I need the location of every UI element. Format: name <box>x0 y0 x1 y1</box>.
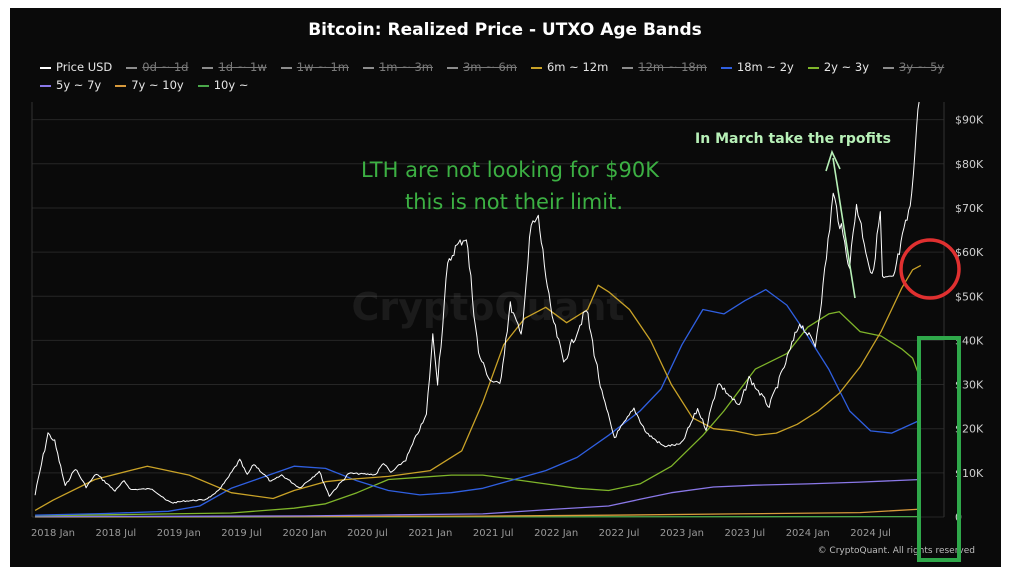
y-tick-label: $50K <box>955 290 984 303</box>
x-tick-label: 2020 Jul <box>347 528 388 539</box>
x-tick-label: 2024 Jan <box>786 528 830 539</box>
legend-item[interactable]: 1d ~ 1w <box>202 60 267 74</box>
legend-swatch <box>202 66 214 69</box>
legend-item[interactable]: 12m ~ 18m <box>622 60 707 74</box>
x-tick-label: 2019 Jan <box>157 528 201 539</box>
copyright: © CryptoQuant. All rights reserved <box>818 546 975 556</box>
y-tick-label: $30K <box>955 379 984 392</box>
y-tick-label: $20K <box>955 423 984 436</box>
annotation-text: this is not their limit. <box>405 190 623 214</box>
x-tick-label: 2019 Jul <box>221 528 262 539</box>
legend-item[interactable]: 7y ~ 10y <box>115 78 184 92</box>
legend-label: 10y ~ <box>213 78 249 92</box>
legend-item[interactable]: 0d ~ 1d <box>126 60 188 74</box>
legend-swatch <box>622 66 634 69</box>
legend-label: 1d ~ 1w <box>218 60 267 74</box>
x-tick-label: 2020 Jan <box>283 528 327 539</box>
legend-item[interactable]: 3y ~ 5y <box>883 60 944 74</box>
legend-item[interactable]: 5y ~ 7y <box>40 78 101 92</box>
legend-item[interactable]: 1m ~ 3m <box>362 60 433 74</box>
x-tick-label: 2021 Jan <box>408 528 452 539</box>
x-tick-label: 2024 Jul <box>850 528 891 539</box>
legend-label: 7y ~ 10y <box>131 78 184 92</box>
chart-title: Bitcoin: Realized Price - UTXO Age Bands <box>308 20 702 40</box>
legend-swatch <box>807 66 819 69</box>
series-line <box>35 478 921 518</box>
legend-label: 1m ~ 3m <box>378 60 433 74</box>
x-tick-label: 2018 Jul <box>96 528 137 539</box>
x-tick-label: 2023 Jan <box>660 528 704 539</box>
series-line <box>35 311 922 517</box>
legend-label: 5y ~ 7y <box>56 78 102 92</box>
legend-swatch <box>40 66 51 69</box>
legend-swatch <box>126 66 138 69</box>
legend: Price USD 0d ~ 1d 1d ~ 1w 1w ~ 1m 1m ~ 3m 3m … <box>40 58 980 94</box>
series-line <box>34 101 920 504</box>
legend-swatch <box>197 84 209 87</box>
legend-item[interactable]: Price USD <box>40 60 112 74</box>
y-tick-label: $10K <box>955 467 984 480</box>
legend-swatch <box>115 84 127 87</box>
legend-item[interactable]: 1w ~ 1m <box>280 60 349 74</box>
series-line <box>35 288 922 516</box>
highlight-rectangle <box>917 336 961 562</box>
x-tick-label: 2021 Jul <box>473 528 514 539</box>
y-tick-label: $80K <box>955 158 984 171</box>
legend-swatch <box>40 84 51 87</box>
legend-swatch <box>720 66 732 69</box>
legend-swatch <box>883 66 895 69</box>
y-tick-label: $90K <box>955 114 984 127</box>
series-line <box>34 264 922 511</box>
y-tick-label: $60K <box>955 246 984 259</box>
annotation-text: LTH are not looking for $90K <box>361 158 660 182</box>
x-tick-label: 2022 Jul <box>599 528 640 539</box>
series-line <box>35 508 921 518</box>
legend-item[interactable]: 10y ~ <box>197 78 249 92</box>
x-tick-label: 2022 Jan <box>534 528 578 539</box>
legend-item[interactable]: 2y ~ 3y <box>807 60 870 74</box>
y-tick-label: $40K <box>955 334 984 347</box>
legend-label: 3y ~ 5y <box>899 60 945 74</box>
legend-label: 18m ~ 2y <box>736 60 794 74</box>
y-tick-label: $70K <box>955 202 984 215</box>
x-tick-label: 2018 Jan <box>31 528 75 539</box>
legend-label: 6m ~ 12m <box>546 60 609 74</box>
legend-label: 12m ~ 18m <box>638 60 707 74</box>
arrow-line <box>832 157 856 299</box>
highlight-circle <box>899 238 961 300</box>
legend-label: Price USD <box>56 60 113 74</box>
legend-swatch <box>446 66 458 69</box>
legend-swatch <box>530 66 542 69</box>
legend-item[interactable]: 18m ~ 2y <box>720 60 794 74</box>
chart-panel <box>10 8 1001 567</box>
x-tick-label: 2023 Jul <box>724 528 765 539</box>
watermark: CryptoQuant <box>351 285 624 329</box>
arrow-head <box>825 149 841 172</box>
legend-item[interactable]: 3m ~ 6m <box>446 60 517 74</box>
legend-swatch <box>280 66 292 69</box>
legend-label: 0d ~ 1d <box>142 60 189 74</box>
legend-label: 3m ~ 6m <box>462 60 517 74</box>
legend-swatch <box>362 66 374 69</box>
legend-label: 2y ~ 3y <box>823 60 870 74</box>
legend-item[interactable]: 6m ~ 12m <box>530 60 609 74</box>
legend-label: 1w ~ 1m <box>296 60 349 74</box>
annotation-text: In March take the rpofits <box>695 131 891 147</box>
